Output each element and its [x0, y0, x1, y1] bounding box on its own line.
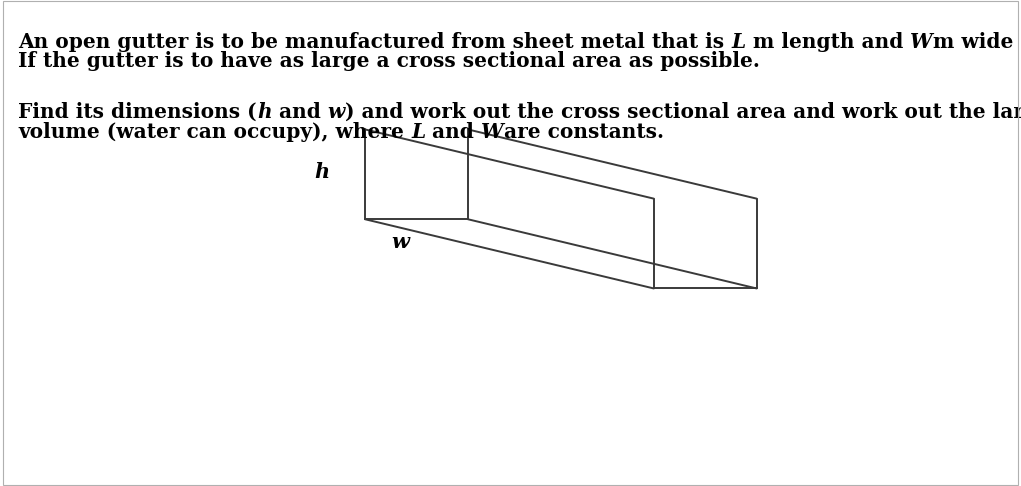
Text: Find its dimensions (: Find its dimensions ( — [18, 102, 257, 122]
Text: h: h — [313, 162, 329, 182]
Text: If the gutter is to have as large a cross sectional area as possible.: If the gutter is to have as large a cros… — [18, 51, 761, 71]
Text: w: w — [392, 232, 409, 252]
Text: and: and — [426, 122, 481, 141]
Text: h: h — [257, 102, 272, 122]
Text: L: L — [411, 122, 426, 141]
Text: ) and work out the cross sectional area and work out the largest: ) and work out the cross sectional area … — [345, 102, 1021, 122]
Text: are constants.: are constants. — [504, 122, 664, 141]
Text: w: w — [328, 102, 345, 122]
Text: W: W — [481, 122, 504, 141]
Text: m length and: m length and — [745, 32, 910, 52]
Text: L: L — [731, 32, 745, 52]
Text: W: W — [910, 32, 932, 52]
Text: m wide (: m wide ( — [932, 32, 1021, 52]
Text: and: and — [272, 102, 328, 122]
Text: An open gutter is to be manufactured from sheet metal that is: An open gutter is to be manufactured fro… — [18, 32, 731, 52]
Text: volume (water can occupy), where: volume (water can occupy), where — [18, 122, 411, 141]
